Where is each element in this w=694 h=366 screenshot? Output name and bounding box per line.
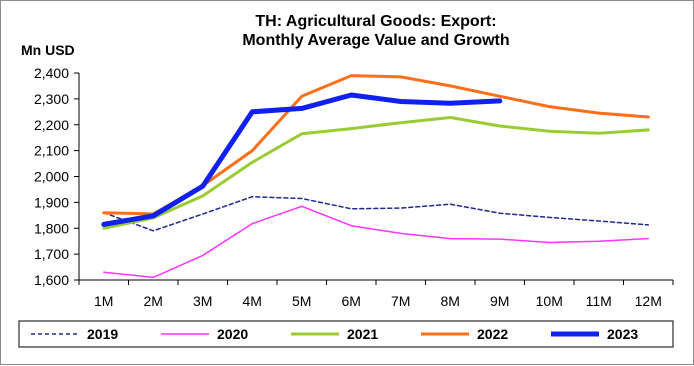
y-tick-label: 1,600 (34, 272, 69, 288)
x-tick-label: 1M (94, 293, 113, 309)
legend-label-2020: 2020 (217, 326, 248, 342)
y-tick-label: 2,400 (34, 65, 69, 81)
series-line-2020 (103, 205, 650, 279)
chart-title-line-2: Monthly Average Value and Growth (242, 32, 509, 49)
y-tick-label: 1,800 (34, 220, 69, 236)
x-tick-label: 10M (536, 293, 563, 309)
y-tick-label: 2,000 (34, 169, 69, 185)
x-tick-label: 11M (586, 293, 612, 309)
legend-label-2023: 2023 (607, 326, 638, 342)
y-tick-label: 1,700 (34, 246, 69, 262)
legend-label-2019: 2019 (87, 326, 118, 342)
axes (74, 72, 674, 285)
x-tick-label: 8M (441, 293, 460, 309)
x-tick-label: 7M (391, 293, 410, 309)
x-tick-label: 5M (292, 293, 311, 309)
x-tick-label: 4M (243, 293, 262, 309)
series-line-2023 (101, 92, 503, 227)
y-tick-label: 2,100 (34, 143, 69, 159)
x-tick-label: 6M (342, 293, 361, 309)
x-tick-label: 9M (490, 293, 509, 309)
y-tick-label: 1,900 (34, 194, 69, 210)
x-tick-label: 3M (193, 293, 212, 309)
legend-label-2021: 2021 (347, 326, 378, 342)
x-tick-label: 12M (635, 293, 662, 309)
legend-label-2022: 2022 (477, 326, 508, 342)
y-axis-label: Mn USD (21, 42, 75, 58)
legend: 2019 2020 2021 2022 2023 (18, 320, 674, 348)
series-lines (101, 74, 650, 279)
series-line-2021 (102, 116, 650, 230)
series-line-2019 (103, 195, 650, 232)
y-tick-label: 2,300 (34, 91, 69, 107)
chart-title-line-1: TH: Agricultural Goods: Export: (255, 13, 496, 30)
x-tick-label: 2M (144, 293, 163, 309)
y-tick-label: 2,200 (34, 117, 69, 133)
tick-labels: 1,600 1,700 1,800 1,900 2,000 2,100 2,200 2,300… (34, 65, 662, 309)
